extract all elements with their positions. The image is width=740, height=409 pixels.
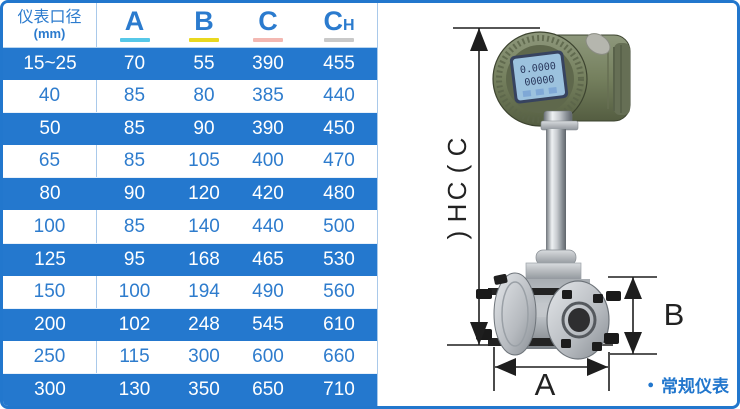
c-dimension-label: C(C H) <box>442 137 472 240</box>
header-col-c: C <box>236 3 300 47</box>
col-b-underline <box>189 38 219 42</box>
table-row: 80 90 120 420 480 <box>3 178 377 211</box>
legend-label: 常规仪表 <box>661 377 729 396</box>
housing-cap <box>585 33 611 55</box>
flowmeter-diagram: 0.0000 00000 <box>378 3 737 406</box>
bolt <box>476 289 492 299</box>
header-size-line2: (mm) <box>33 25 66 41</box>
bolt-head <box>562 290 572 299</box>
a-arrow-left <box>495 358 516 376</box>
bolt <box>604 333 619 344</box>
b-arrow-down <box>624 332 642 354</box>
table-row: 100 85 140 440 500 <box>3 210 377 244</box>
lcd-line1: 0.0000 <box>519 61 556 76</box>
lcd-line2: 00000 <box>524 74 555 89</box>
lcd-display: 0.0000 00000 <box>509 50 569 104</box>
table-row: 300 130 350 650 710 <box>3 373 377 406</box>
bolt-head <box>592 342 602 351</box>
c-dimension <box>453 27 540 345</box>
header-col-b: B <box>172 3 236 47</box>
flowmeter-illustration: 0.0000 00000 <box>476 31 631 360</box>
b-dimension-label: B <box>664 297 685 332</box>
bolt-head <box>593 294 603 303</box>
left-flange <box>493 272 537 356</box>
flowmeter-drawing: 0.0000 00000 <box>447 27 685 402</box>
table-row: 15~25 70 55 390 455 <box>3 48 377 81</box>
legend: ● 常规仪表 <box>647 372 729 397</box>
table-row: 250 115 300 600 660 <box>3 340 377 374</box>
table-row: 150 100 194 490 560 <box>3 275 377 309</box>
table-row: 40 85 80 385 440 <box>3 80 377 114</box>
table-row: 50 85 90 390 450 <box>3 113 377 146</box>
col-c-underline <box>253 38 283 42</box>
col-ch-underline <box>324 38 354 42</box>
header-col-a: A <box>97 3 172 47</box>
a-dimension-label: A <box>535 367 556 402</box>
header-size-line1: 仪表口径 <box>17 9 82 27</box>
bolt <box>606 291 621 301</box>
sensor-block <box>525 262 582 281</box>
c-arrow-up <box>470 28 488 51</box>
c-arrow-down <box>470 322 488 345</box>
bolt-head <box>561 339 571 348</box>
table-row: 65 85 105 400 470 <box>3 145 377 179</box>
bolt <box>493 274 508 285</box>
bore-hole <box>568 308 590 332</box>
col-a-underline <box>119 38 150 42</box>
table-row: 125 95 168 465 530 <box>3 243 377 276</box>
table-row: 200 102 248 545 610 <box>3 308 377 341</box>
header-size-column: 仪表口径 (mm) <box>3 3 97 47</box>
bullet-icon: ● <box>647 378 654 391</box>
stem-tube <box>546 129 566 251</box>
b-arrow-up <box>624 277 642 299</box>
a-arrow-right <box>587 358 608 376</box>
